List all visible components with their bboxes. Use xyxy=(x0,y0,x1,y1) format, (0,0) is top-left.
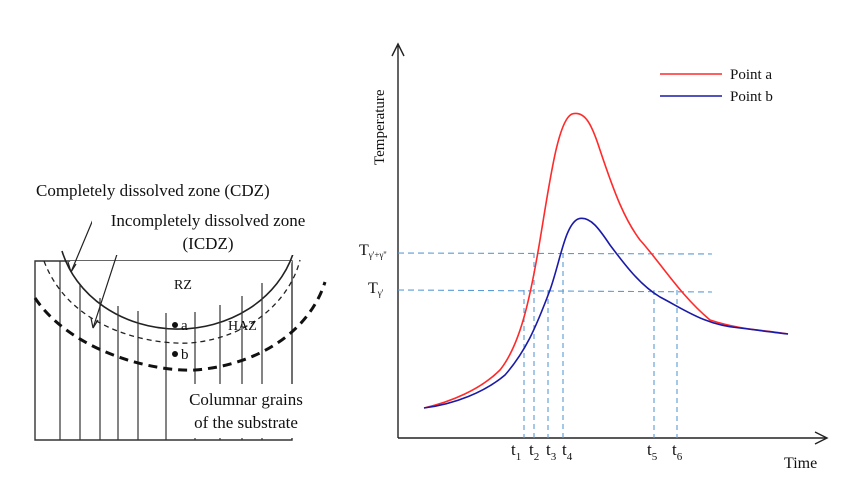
rz-label: RZ xyxy=(174,278,192,293)
point-a-marker xyxy=(172,322,178,328)
cdz-label: Completely dissolved zone (CDZ) xyxy=(36,181,270,200)
icdz-arrow xyxy=(92,244,121,329)
icdz-boundary xyxy=(33,281,327,372)
cdz-boundary xyxy=(43,259,301,344)
fusion-boundary xyxy=(61,250,294,330)
icdz-label-line2: (ICDZ) xyxy=(182,234,234,253)
substrate-label-line1: Columnar grains xyxy=(189,390,303,409)
point-b-marker xyxy=(172,351,178,357)
point-b-label: b xyxy=(181,347,189,363)
substrate-label-line2: of the substrate xyxy=(194,413,298,432)
substrate-label-box: Columnar grains of the substrate xyxy=(172,384,320,438)
point-a-label: a xyxy=(181,318,188,334)
cdz-label-box: Completely dissolved zone (CDZ) xyxy=(28,176,310,204)
panel-a-label: i) xyxy=(28,145,37,161)
haz-label: HAZ xyxy=(228,319,257,334)
cdz-arrowhead xyxy=(67,261,77,273)
icdz-arrowhead xyxy=(90,317,99,329)
molten-pool xyxy=(70,261,292,346)
icdz-label-line1: Incompletely dissolved zone xyxy=(110,211,306,230)
icdz-label-box: Incompletely dissolved zone (ICDZ) xyxy=(92,209,324,255)
